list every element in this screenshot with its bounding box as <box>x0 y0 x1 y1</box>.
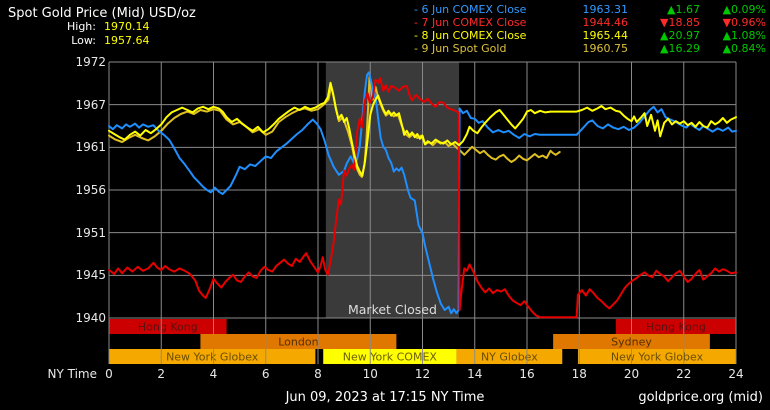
y-axis-tick-label: 1967 <box>75 97 106 112</box>
x-axis-tick-label: 0 <box>105 367 113 381</box>
legend-series-value: 1944.46 <box>582 16 629 29</box>
session-bar <box>577 349 736 364</box>
high-label: High: <box>67 20 96 33</box>
x-axis-tick-label: 14 <box>467 367 483 381</box>
session-bar-label: Hong Kong <box>646 321 706 334</box>
session-bar <box>615 319 736 334</box>
session-bar-label: New York Globex <box>611 351 704 364</box>
x-axis-tick-label: 18 <box>571 367 587 381</box>
legend-series-change-pct: ▲0.09% <box>722 3 766 16</box>
y-axis-tick-label: 1951 <box>75 225 106 240</box>
legend-series-label: - 8 Jun COMEX Close <box>414 29 527 42</box>
legend-series-change: ▲20.97 <box>660 29 700 42</box>
session-bar <box>109 349 316 364</box>
legend-series-change-pct: ▼0.96% <box>722 16 766 29</box>
session-bar <box>109 319 227 334</box>
source-attribution: goldprice.org (mid) <box>638 390 763 405</box>
legend: - 6 Jun COMEX Close 1963.31 ▲1.67 ▲0.09% - 7… <box>414 4 766 56</box>
x-axis-tick-label: 22 <box>676 367 692 381</box>
legend-series-label: - 9 Jun Spot Gold <box>414 42 507 55</box>
low-value: 1957.64 <box>104 34 150 47</box>
legend-series-change: ▲1.67 <box>667 3 700 16</box>
legend-series-value: 1965.44 <box>582 29 629 42</box>
session-bar-label: Hong Kong <box>138 321 198 334</box>
session-bar-label: London <box>278 336 318 349</box>
x-axis-tick-label: 24 <box>728 367 744 381</box>
x-axis-tick-label: 8 <box>314 367 322 381</box>
y-axis-tick-label: 1940 <box>75 311 106 325</box>
y-axis-tick-label: 1956 <box>75 183 106 197</box>
y-axis-tick-label: 1945 <box>75 268 106 283</box>
session-bar <box>323 349 457 364</box>
low-label: Low: <box>71 34 96 47</box>
chart-timestamp: Jun 09, 2023 at 17:15 NY Time <box>285 390 485 405</box>
legend-series-change: ▲16.29 <box>660 42 700 55</box>
x-axis-tick-label: 4 <box>209 367 218 381</box>
high-value: 1970.14 <box>104 20 150 33</box>
session-bar-label: NY Globex <box>481 351 538 364</box>
legend-series-change: ▼18.85 <box>660 16 700 29</box>
y-axis-tick-label: 1961 <box>75 140 106 155</box>
y-axis-tick-label: 1972 <box>75 55 106 69</box>
legend-row: - 8 Jun COMEX Close 1965.44 ▲20.97 ▲1.08% <box>414 30 766 42</box>
series-line-8-jun-comex-close <box>108 81 737 177</box>
x-axis-tick-label: 2 <box>157 367 166 381</box>
legend-row: - 6 Jun COMEX Close 1963.31 ▲1.67 ▲0.09% <box>414 4 766 16</box>
x-axis-tick-label: 16 <box>519 367 535 381</box>
session-bar <box>456 349 563 364</box>
legend-series-change-pct: ▲0.84% <box>722 42 766 55</box>
x-axis-tick-label: 20 <box>623 367 640 381</box>
legend-row: - 7 Jun COMEX Close 1944.46 ▼18.85 ▼0.96% <box>414 17 766 29</box>
series-line-7-jun-comex-close <box>108 77 737 319</box>
x-axis-tick-label: 10 <box>362 367 378 381</box>
x-axis-tick-label: 12 <box>414 367 431 381</box>
series-line-6-jun-comex-close <box>108 71 737 315</box>
legend-series-value: 1960.75 <box>582 42 629 55</box>
x-axis-name: NY Time <box>47 367 98 381</box>
legend-row: - 9 Jun Spot Gold 1960.75 ▲16.29 ▲0.84% <box>414 43 766 55</box>
session-bar-label: New York COMEX <box>343 351 438 364</box>
legend-series-change-pct: ▲1.08% <box>722 29 766 42</box>
x-axis-tick-label: 6 <box>261 367 270 381</box>
session-bar <box>200 334 397 349</box>
page-title: Spot Gold Price (Mid) USD/oz <box>8 6 196 21</box>
series-line-9-jun-spot-gold <box>108 75 561 178</box>
session-bar-label: New York Globex <box>166 351 259 364</box>
legend-series-label: - 6 Jun COMEX Close <box>414 3 527 16</box>
market-closed-label: Market Closed <box>347 302 437 317</box>
legend-series-value: 1963.31 <box>582 3 629 16</box>
legend-series-label: - 7 Jun COMEX Close <box>414 16 527 29</box>
